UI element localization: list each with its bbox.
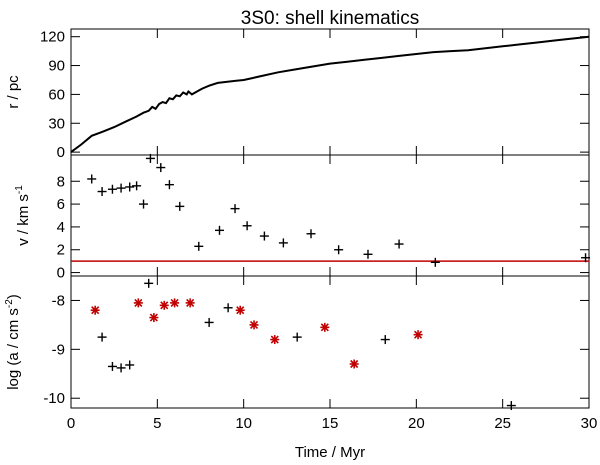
y-axis-label-suffix: ) bbox=[5, 294, 22, 299]
data-point-plus bbox=[363, 249, 373, 259]
data-point-plus bbox=[107, 184, 117, 194]
data-point-star bbox=[90, 305, 100, 315]
data-point-star bbox=[320, 322, 330, 332]
y-axis-label-text: log (a / cm s bbox=[5, 308, 22, 390]
y-axis-label: r / pc bbox=[5, 75, 22, 109]
y-axis-label-text: v / km s bbox=[15, 194, 32, 246]
data-point-plus bbox=[116, 183, 126, 193]
x-tick-label: 20 bbox=[408, 415, 425, 432]
data-point-plus bbox=[116, 363, 126, 373]
data-point-plus bbox=[430, 257, 440, 267]
marker-stroke bbox=[170, 298, 179, 307]
y-tick-label: -10 bbox=[43, 390, 65, 407]
data-point-plus bbox=[278, 238, 288, 248]
data-point-plus bbox=[242, 221, 252, 231]
data-point-plus bbox=[230, 204, 240, 214]
plot-frame bbox=[70, 28, 590, 156]
x-tick-label: 15 bbox=[322, 415, 339, 432]
data-point-star bbox=[159, 300, 169, 310]
x-tick-label: 30 bbox=[581, 415, 598, 432]
data-point-plus bbox=[125, 182, 135, 192]
data-point-plus bbox=[87, 174, 97, 184]
marker-stroke bbox=[270, 335, 279, 344]
marker-stroke bbox=[320, 323, 329, 332]
data-point-plus bbox=[107, 361, 117, 371]
y-tick-label: 0 bbox=[57, 265, 65, 282]
data-point-plus bbox=[132, 181, 142, 191]
marker-stroke bbox=[413, 330, 423, 339]
data-point-plus bbox=[125, 360, 135, 370]
data-point-plus bbox=[156, 163, 166, 173]
chart-title: 3S0: shell kinematics bbox=[241, 8, 419, 29]
data-point-plus bbox=[204, 317, 214, 327]
y-tick-label: 6 bbox=[57, 196, 65, 213]
marker-stroke bbox=[160, 301, 169, 310]
data-point-star bbox=[133, 298, 143, 308]
x-tick-label: 5 bbox=[153, 415, 161, 432]
data-point-star bbox=[170, 298, 180, 308]
data-point-plus bbox=[223, 303, 233, 313]
data-point-plus bbox=[292, 332, 302, 342]
marker-stroke bbox=[236, 306, 245, 315]
data-point-plus bbox=[380, 335, 390, 345]
plot-frame bbox=[70, 154, 590, 277]
data-point-star bbox=[413, 330, 423, 340]
marker-stroke bbox=[91, 306, 100, 315]
x-tick-label: 10 bbox=[235, 415, 252, 432]
data-point-star bbox=[349, 359, 359, 369]
y-tick-label: 0 bbox=[57, 144, 65, 161]
x-axis-label: Time / Myr bbox=[295, 444, 365, 461]
x-tick-label: 25 bbox=[494, 415, 511, 432]
panel-velocity: 0 2 4 6 8 v / km s-1 bbox=[14, 153, 591, 282]
y-tick-label: 8 bbox=[57, 173, 65, 190]
y-tick-label: 4 bbox=[57, 219, 65, 236]
y-tick-label: 60 bbox=[48, 86, 65, 103]
y-axis-label-superscript: -1 bbox=[14, 185, 25, 194]
y-tick-label: 30 bbox=[48, 115, 65, 132]
panel-radius: 0 30 60 90 120 r / pc bbox=[5, 28, 590, 161]
data-point-plus bbox=[214, 225, 224, 235]
data-point-plus bbox=[139, 199, 149, 209]
data-point-star bbox=[235, 305, 245, 315]
y-axis-label-superscript: -2 bbox=[4, 299, 15, 308]
plot-frame bbox=[70, 275, 590, 409]
data-point-star bbox=[185, 298, 195, 308]
data-point-plus bbox=[334, 245, 344, 255]
marker-stroke bbox=[134, 298, 143, 307]
panels: 0 30 60 90 120 r / pc 0 2 4 6 8 v / km s-1 -10 -9 -8 0 5… bbox=[4, 28, 598, 432]
data-point-plus bbox=[506, 401, 516, 411]
panel-acceleration: -10 -9 -8 0 5 10 15 20 25 30 log (a / cm s-2) bbox=[4, 275, 598, 432]
data-point-plus bbox=[175, 201, 185, 211]
data-point-plus bbox=[394, 239, 404, 249]
marker-stroke bbox=[149, 313, 158, 322]
data-point-plus bbox=[144, 278, 154, 288]
data-point-plus bbox=[97, 332, 107, 342]
y-tick-label: 2 bbox=[57, 242, 65, 259]
marker-stroke bbox=[249, 320, 259, 329]
y-tick-label: 90 bbox=[48, 58, 65, 75]
y-tick-label: 120 bbox=[40, 29, 65, 46]
data-point-star bbox=[249, 320, 259, 330]
y-axis-label: log (a / cm s-2) bbox=[4, 294, 22, 390]
data-point-star bbox=[149, 313, 159, 323]
x-tick-label: 0 bbox=[67, 415, 75, 432]
data-point-plus bbox=[97, 187, 107, 197]
data-point-plus bbox=[164, 180, 174, 190]
series-line-r bbox=[70, 35, 590, 153]
y-tick-label: -9 bbox=[52, 341, 65, 358]
y-tick-label: -8 bbox=[52, 292, 65, 309]
y-axis-label: v / km s-1 bbox=[14, 185, 32, 246]
marker-stroke bbox=[350, 359, 359, 369]
data-point-plus bbox=[194, 241, 204, 251]
data-point-plus bbox=[581, 253, 591, 263]
data-point-plus bbox=[259, 231, 269, 241]
y-axis-label-text: r / pc bbox=[5, 75, 22, 109]
data-point-plus bbox=[306, 229, 316, 239]
data-point-plus bbox=[145, 153, 155, 163]
marker-stroke bbox=[186, 298, 195, 307]
data-point-star bbox=[270, 335, 280, 345]
